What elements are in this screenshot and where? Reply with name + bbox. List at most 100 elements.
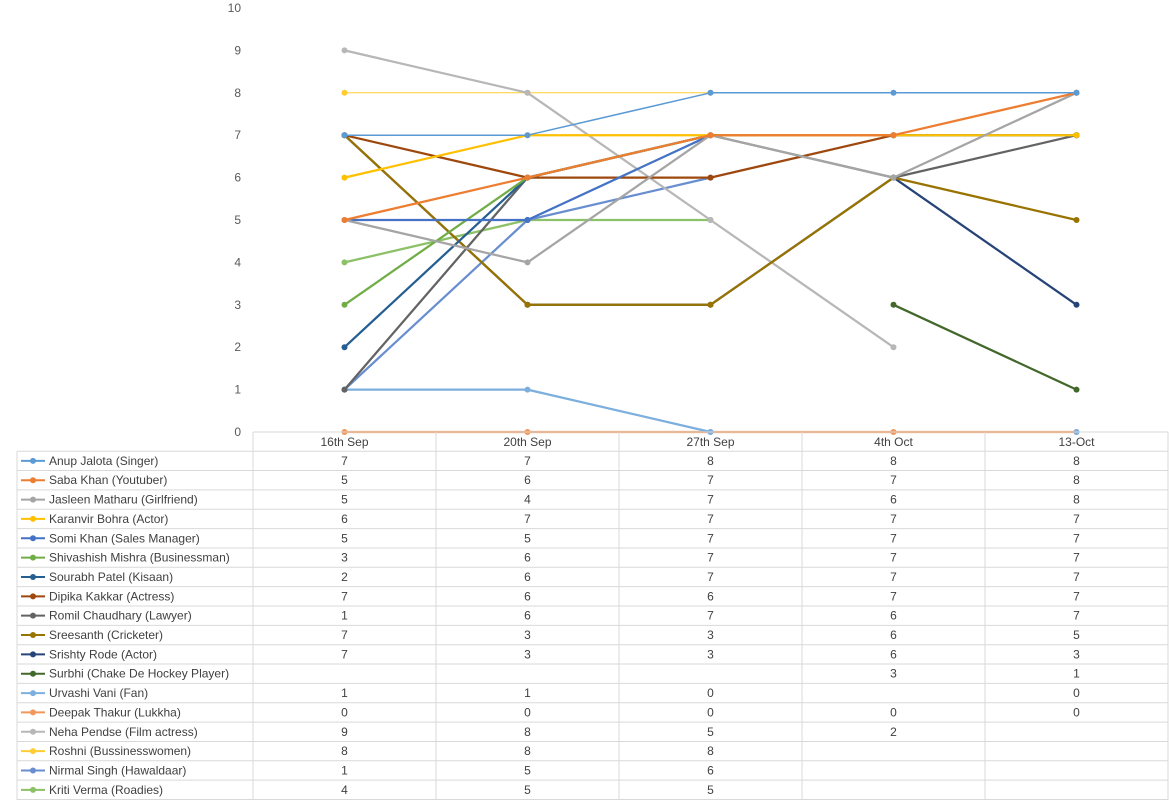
y-axis: 0 1 2 3 4 5 6 7 8 9 10 [228, 1, 242, 439]
legend-entry: Urvashi Vani (Fan) [49, 686, 148, 700]
series-line-segment [709, 218, 895, 349]
y-tick-label: 1 [234, 383, 241, 397]
data-point [341, 174, 348, 181]
table-row: Nirmal Singh (Hawaldaar) 1 5 6 [21, 763, 714, 777]
data-point [1073, 301, 1080, 308]
data-point [707, 301, 714, 308]
legend-key-marker [30, 593, 36, 600]
y-tick-label: 6 [234, 171, 241, 185]
data-point [1073, 89, 1080, 96]
data-label: 7 [707, 493, 714, 507]
data-label: 3 [707, 628, 714, 642]
series-line-segment [526, 92, 712, 136]
series-line-segment [892, 176, 1078, 222]
data-point [341, 132, 348, 139]
data-label: 9 [341, 725, 348, 739]
data-label: 7 [890, 531, 897, 545]
series-line-segment [709, 134, 895, 179]
table-row: Kriti Verma (Roadies) 4 5 5 [21, 783, 714, 797]
legend-key-marker [30, 670, 36, 677]
data-label: 6 [890, 609, 897, 623]
data-label: 6 [524, 473, 531, 487]
legend-entry: Sreesanth (Cricketer) [49, 628, 163, 642]
series-line-segment [343, 218, 529, 391]
table-row: Somi Khan (Sales Manager) 5 5 7 7 7 [21, 531, 1080, 545]
data-label: 3 [524, 647, 531, 661]
legend-entry: Deepak Thakur (Lukkha) [49, 705, 181, 719]
data-label: 6 [890, 493, 897, 507]
data-point [524, 174, 531, 181]
series-line-segment [343, 176, 529, 222]
data-label: 6 [707, 589, 714, 603]
table-row: Surbhi (Chake De Hockey Player) 3 1 [21, 667, 1080, 681]
data-table: 16th Sep 20th Sep 27th Sep 4th Oct 13-Oct Anu… [16, 431, 1169, 800]
data-label: 8 [1073, 493, 1080, 507]
data-label: 0 [1073, 705, 1080, 719]
table-row: Sreesanth (Cricketer) 7 3 3 6 5 [21, 628, 1080, 642]
y-tick-label: 9 [234, 43, 241, 57]
data-label: 1 [1073, 667, 1080, 681]
data-label: 6 [524, 551, 531, 565]
table-row: Romil Chaudhary (Lawyer) 1 6 7 6 7 [21, 609, 1080, 623]
legend-key-marker [30, 748, 36, 755]
data-label: 6 [524, 570, 531, 584]
data-label: 4 [524, 493, 531, 507]
series-line-segment [343, 218, 529, 264]
data-label: 7 [1073, 570, 1080, 584]
table-row: Jasleen Matharu (Girlfriend) 5 4 7 6 8 [21, 493, 1080, 507]
y-tick-label: 0 [234, 425, 241, 439]
table-row: Saba Khan (Youtuber) 5 6 7 7 8 [21, 473, 1080, 487]
series-line-segment [892, 91, 1078, 179]
legend-key-marker [30, 612, 36, 619]
data-point [1073, 217, 1080, 223]
table-row: Sourabh Patel (Kisaan) 2 6 7 7 7 [21, 570, 1080, 584]
table-row: Shivashish Mishra (Businessman) 3 6 7 7 7 [21, 551, 1080, 565]
legend-key-marker [30, 457, 36, 464]
legend-entry: Romil Chaudhary (Lawyer) [49, 609, 192, 623]
data-label: 8 [524, 744, 531, 758]
series-12 [341, 386, 1080, 435]
data-label: 8 [341, 744, 348, 758]
data-label: 7 [524, 454, 531, 468]
data-label: 5 [341, 473, 348, 487]
series-line-segment [892, 134, 1078, 179]
legend-key-marker [30, 767, 36, 774]
legend-entry: Somi Khan (Sales Manager) [49, 531, 200, 545]
series-7 [341, 132, 1080, 181]
legend-entry: Kriti Verma (Roadies) [49, 783, 163, 797]
y-tick-label: 10 [228, 1, 242, 15]
data-label: 7 [341, 454, 348, 468]
data-point [890, 301, 897, 308]
data-label: 3 [341, 551, 348, 565]
data-point [890, 89, 897, 96]
data-label: 5 [707, 783, 714, 797]
legend-key-marker [30, 496, 36, 503]
data-label: 7 [890, 473, 897, 487]
data-label: 6 [524, 609, 531, 623]
legend-entry: Sourabh Patel (Kisaan) [49, 570, 173, 584]
data-label: 7 [707, 512, 714, 526]
data-point [524, 132, 531, 139]
series-0 [341, 89, 1080, 139]
legend-entry: Surbhi (Chake De Hockey Player) [49, 667, 229, 681]
data-label: 7 [707, 609, 714, 623]
data-label: 7 [341, 589, 348, 603]
data-label: 7 [1073, 531, 1080, 545]
data-point [890, 344, 897, 351]
data-label: 8 [524, 725, 531, 739]
series-line-segment [343, 134, 529, 179]
y-tick-label: 5 [234, 213, 241, 227]
data-point [524, 89, 531, 96]
legend-key-marker [30, 477, 36, 484]
data-label: 1 [341, 686, 348, 700]
x-tick-label: 4th Oct [874, 435, 913, 449]
table-row: Karanvir Bohra (Actor) 6 7 7 7 7 [21, 512, 1080, 526]
data-point [707, 89, 714, 96]
x-tick-label: 13-Oct [1058, 435, 1095, 449]
series-line-segment [892, 176, 1078, 306]
data-label: 8 [1073, 454, 1080, 468]
data-label: 5 [524, 763, 531, 777]
data-point [524, 259, 531, 266]
data-point [341, 47, 348, 54]
legend-key-marker [30, 786, 36, 793]
